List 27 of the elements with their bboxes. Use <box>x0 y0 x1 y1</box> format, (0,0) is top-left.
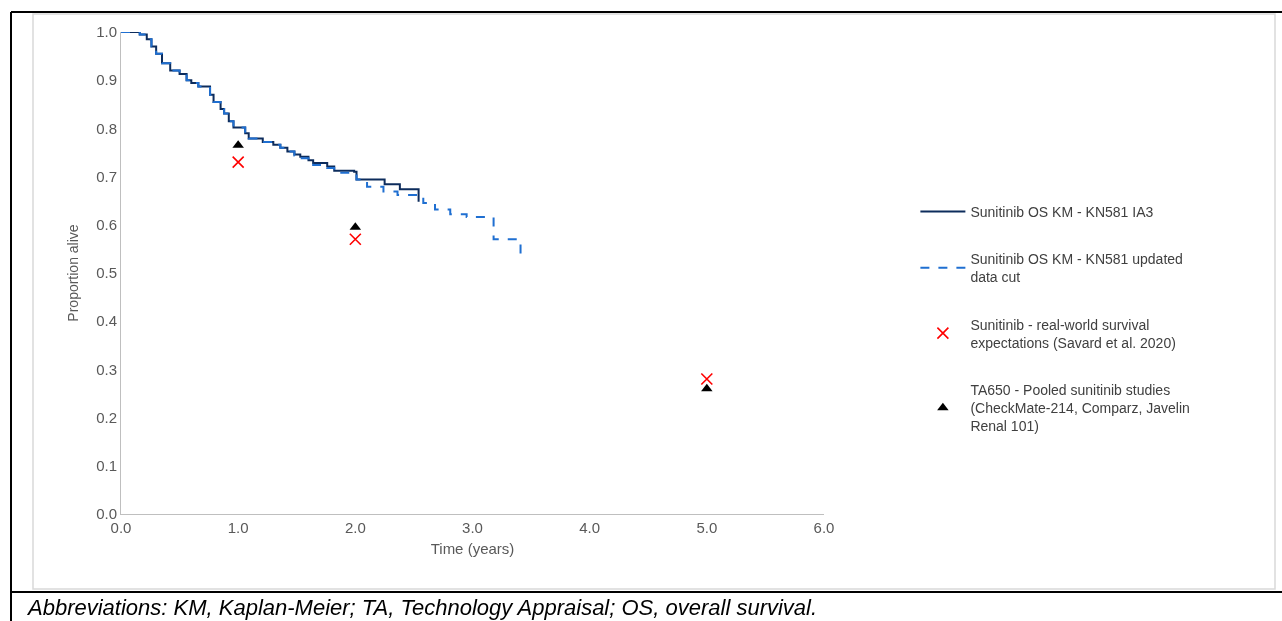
point <box>349 232 362 246</box>
y-tick-label: 0.5 <box>96 264 117 282</box>
y-tick-label: 0.8 <box>96 119 117 137</box>
x-axis-title: Time (years) <box>430 540 515 557</box>
x-tick-label: 1.0 <box>227 519 249 536</box>
legend-label: Sunitinib OS KM - KN581 updated data cut <box>970 251 1183 286</box>
y-tick-label: 1.0 <box>96 23 117 41</box>
y-tick-label: 0.2 <box>96 408 117 426</box>
y-tick-label: 0.7 <box>96 167 117 185</box>
point <box>701 383 713 392</box>
y-axis-title: Proportion alive <box>64 224 81 322</box>
point <box>231 155 245 169</box>
point <box>700 372 714 386</box>
x-tick-label: 6.0 <box>813 519 835 536</box>
y-tick-label: 0.6 <box>96 216 117 234</box>
y-tick-label: 0.4 <box>96 312 117 330</box>
x-tick-label: 2.0 <box>344 519 366 536</box>
x-tick-label: 5.0 <box>696 519 718 536</box>
y-tick-label: 0.1 <box>96 457 117 475</box>
text: Abbreviations: KM, Kaplan-Meier; TA, Technology Appraisal; OS, overall survival. <box>26 595 818 620</box>
legend-label: TA650 - Pooled sunitinib studies (CheckMate-214, Comparz, Javelin Renal 101) <box>970 381 1190 435</box>
x-tick-label: 3.0 <box>462 519 483 536</box>
legend-label: Sunitinib OS KM - KN581 IA3 <box>970 203 1154 220</box>
y-tick-label: 0.9 <box>96 71 117 89</box>
legend-label: Sunitinib - real-world survival expectations (Savard et al. 2020) <box>970 316 1176 351</box>
x-tick-label: 4.0 <box>579 519 601 536</box>
y-tick-label: 0.3 <box>96 360 117 378</box>
